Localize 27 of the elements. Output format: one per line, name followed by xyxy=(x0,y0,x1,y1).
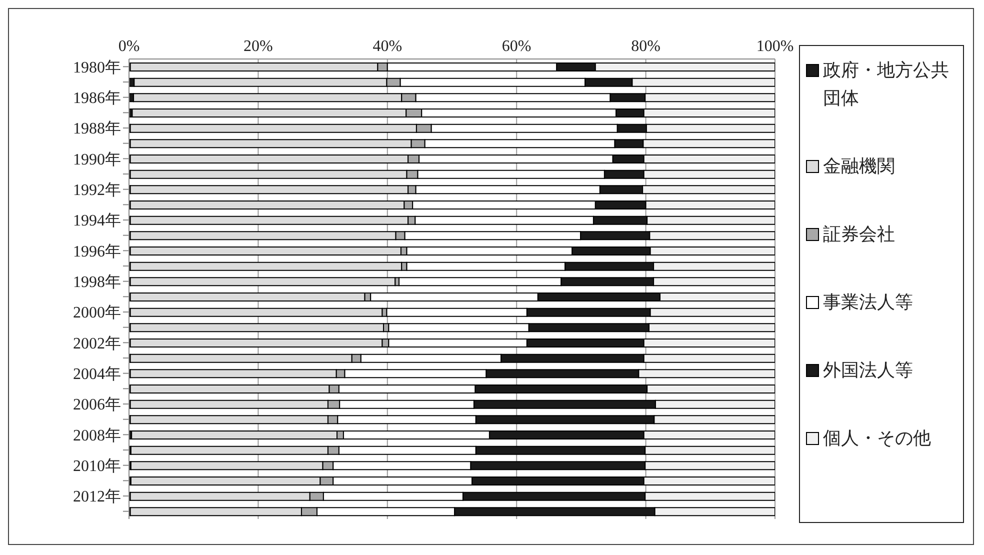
y-tick-label: 1994年 xyxy=(73,212,121,230)
legend-label: 事業法人等 xyxy=(823,291,914,314)
y-tick-label: 1996年 xyxy=(73,243,121,260)
y-tick-label: 2004年 xyxy=(73,366,121,384)
y-tick-label: 1992年 xyxy=(73,182,121,200)
x-tick-label: 40% xyxy=(372,38,402,55)
y-tick-label: 2010年 xyxy=(73,458,121,476)
y-tick-label: 2002年 xyxy=(73,335,121,352)
x-tick-label: 0% xyxy=(118,38,140,55)
x-tick-label: 20% xyxy=(244,38,273,55)
y-tick-label: 2000年 xyxy=(73,304,121,322)
y-tick-label: 1986年 xyxy=(73,90,121,108)
legend-label: 金融機関 xyxy=(823,155,896,178)
y-tick-label: 1998年 xyxy=(73,274,121,292)
y-tick-label: 1988年 xyxy=(73,120,121,138)
x-tick-label: 80% xyxy=(631,38,660,55)
y-tick-label: 2012年 xyxy=(73,488,121,506)
legend-label: 政府・地方公共団体 xyxy=(823,59,950,110)
legend-label: 外国法人等 xyxy=(823,359,914,382)
y-tick-label: 2008年 xyxy=(73,427,121,444)
y-tick-label: 1990年 xyxy=(73,151,121,168)
y-tick-label: 1980年 xyxy=(73,59,121,76)
legend-label: 証券会社 xyxy=(823,223,896,246)
x-tick-label: 60% xyxy=(502,38,532,55)
legend-label: 個人・その他 xyxy=(823,427,932,450)
x-tick-label: 100% xyxy=(756,38,794,55)
y-tick-label: 2006年 xyxy=(73,396,121,414)
